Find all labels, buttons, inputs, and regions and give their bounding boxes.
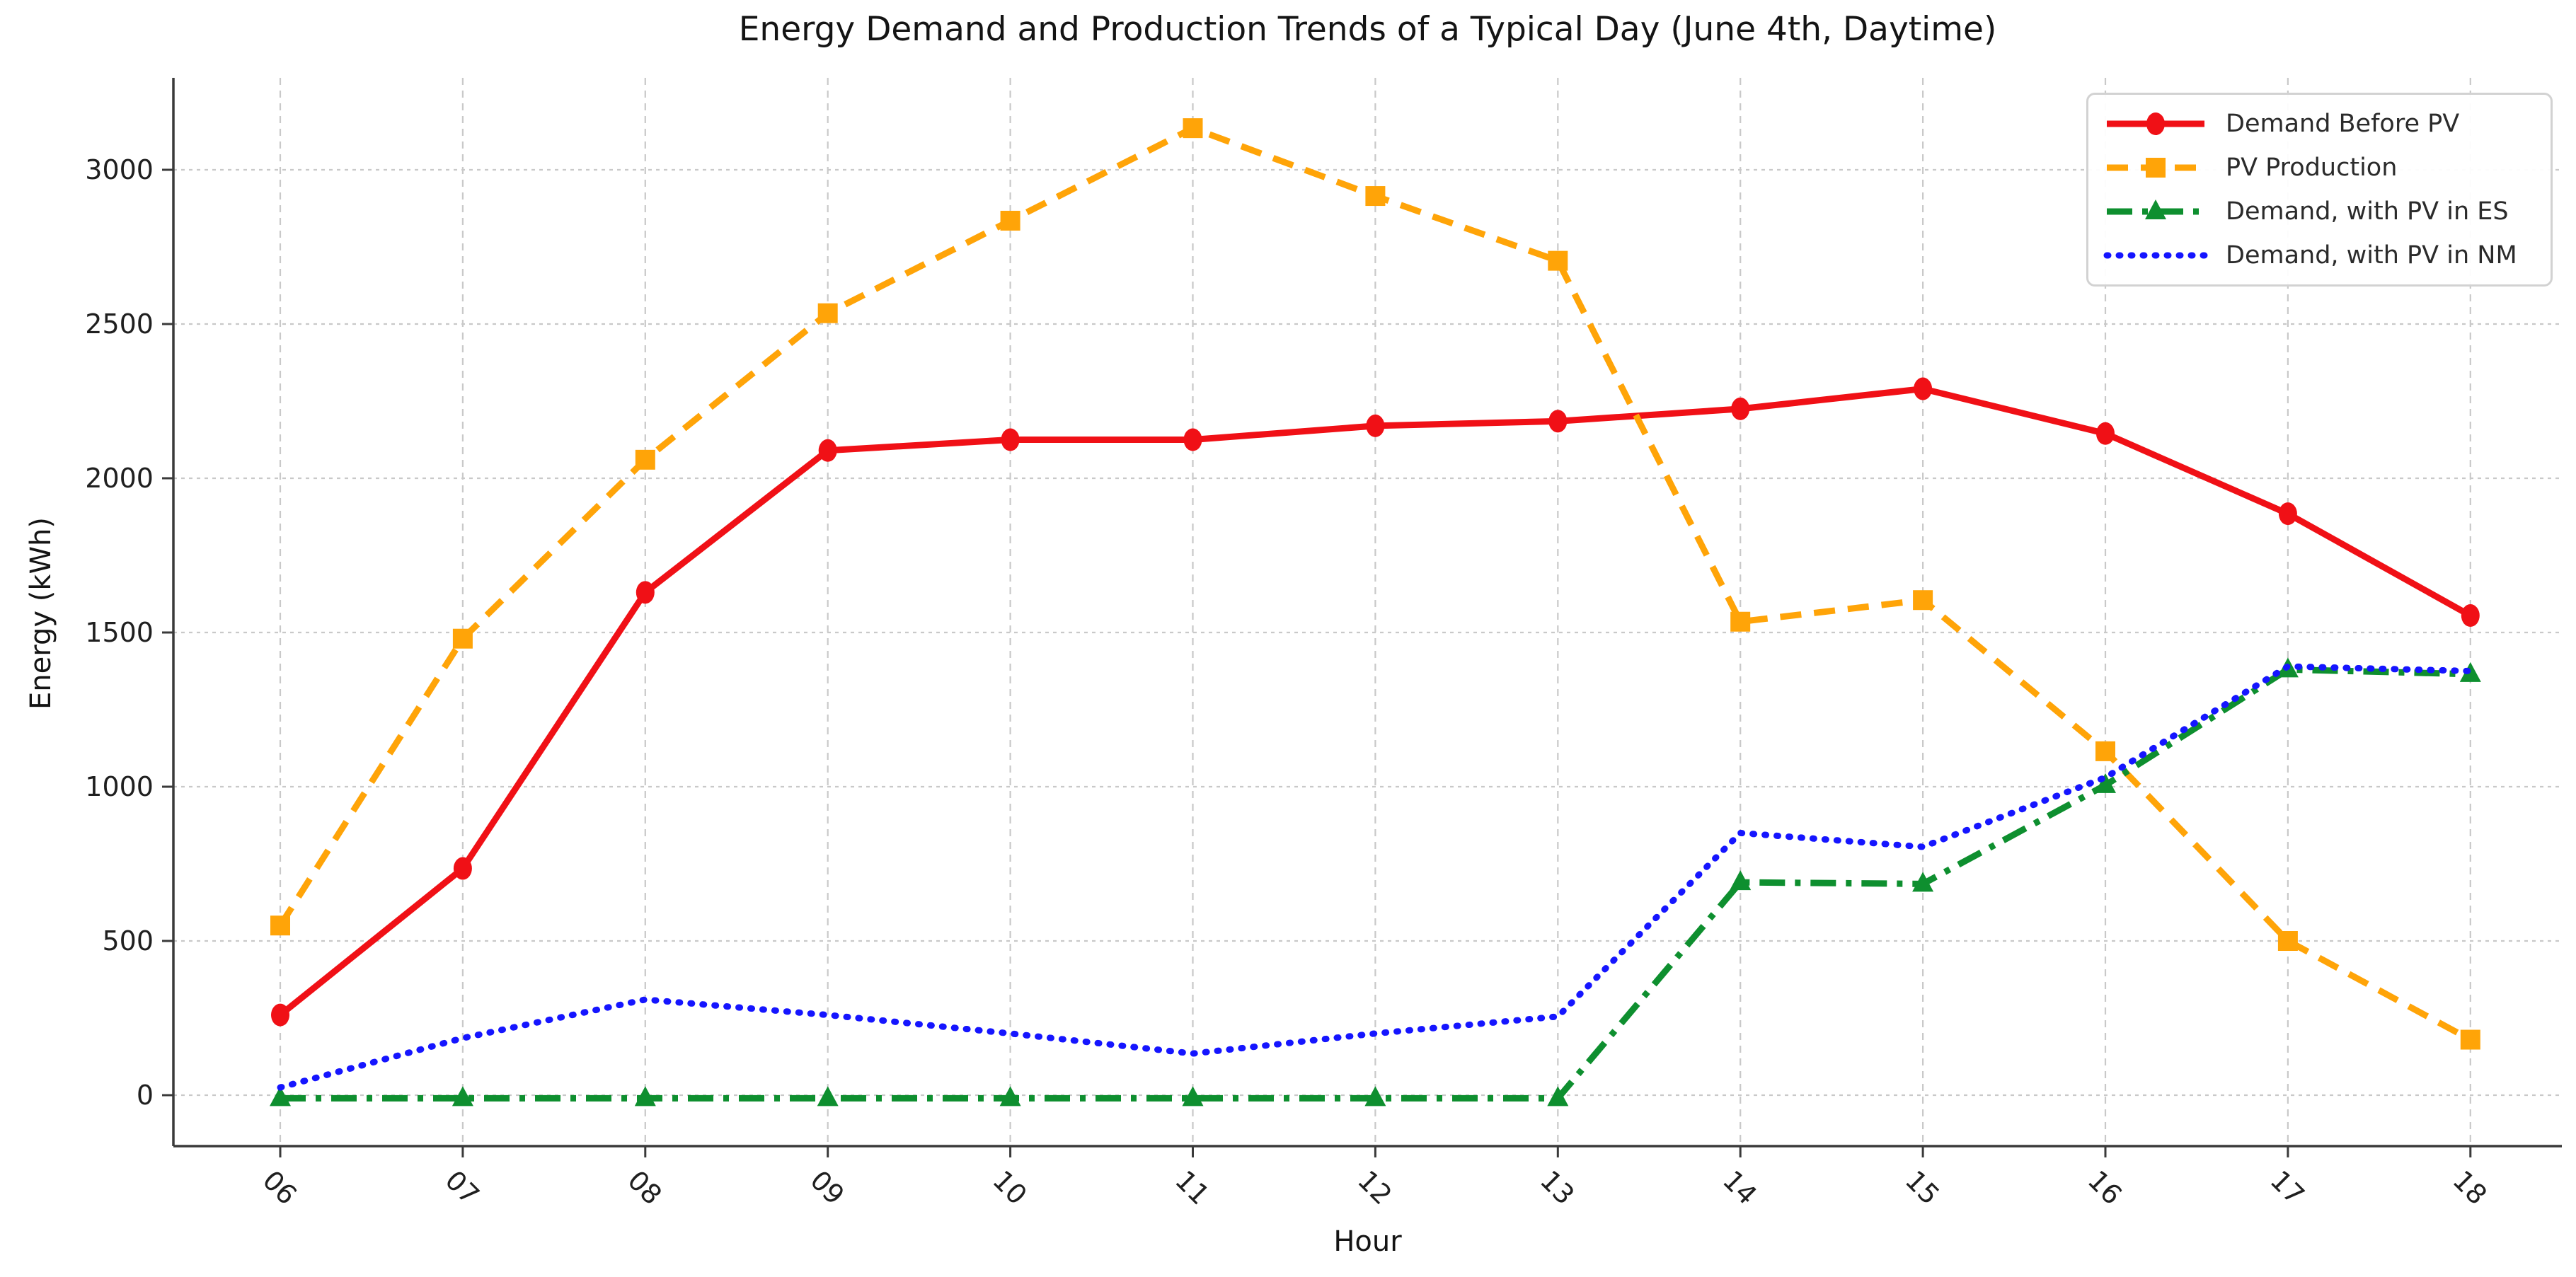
x-axis-label: Hour: [1333, 1225, 1402, 1258]
series-pv-production: [270, 118, 2480, 1050]
data-point-marker: [2460, 1029, 2480, 1050]
data-point-marker: [1364, 1086, 1386, 1106]
data-point-marker: [2278, 502, 2297, 526]
x-tick-label: 11: [1169, 1165, 1215, 1210]
data-point-marker: [1548, 250, 1568, 271]
x-tick-label: 17: [2265, 1165, 2311, 1210]
legend-label: PV Production: [2226, 154, 2398, 182]
legend-item-demand-with-pv-in-es: Demand, with PV in ES: [2103, 192, 2536, 231]
legend-marker-circle: [2146, 112, 2165, 135]
legend-item-demand-before-pv: Demand Before PV: [2103, 104, 2536, 144]
data-point-marker: [2096, 422, 2115, 445]
legend: Demand Before PV PV Production Demand, wit…: [2086, 93, 2553, 287]
data-point-marker: [452, 628, 473, 649]
y-tick-label: 500: [102, 925, 154, 957]
y-tick-label: 0: [137, 1080, 154, 1111]
data-point-marker: [452, 1086, 473, 1106]
y-tick-label: 1500: [85, 617, 154, 648]
x-tick-label: 14: [1717, 1165, 1763, 1210]
x-tick-label: 15: [1899, 1165, 1945, 1210]
data-point-marker: [635, 449, 655, 470]
data-point-marker: [2277, 931, 2298, 951]
x-tick-label: 16: [2082, 1165, 2128, 1210]
y-tick-label: 3000: [85, 154, 154, 185]
data-point-marker: [1183, 428, 1202, 451]
data-point-marker: [271, 1003, 289, 1027]
data-point-marker: [1365, 186, 1386, 207]
x-tick-label: 09: [804, 1165, 850, 1210]
legend-line-sample-demand-before-pv: [2107, 112, 2204, 135]
legend-item-demand-with-pv-in-nm: Demand, with PV in NM: [2103, 236, 2536, 275]
data-point-marker: [1000, 210, 1020, 231]
data-point-marker: [2461, 604, 2480, 628]
data-point-marker: [1731, 397, 1750, 420]
y-tick-label: 2500: [85, 308, 154, 340]
data-point-marker: [817, 1086, 839, 1106]
y-tick-label: 2000: [85, 463, 154, 494]
data-point-marker: [453, 857, 472, 880]
data-point-marker: [1730, 611, 1751, 632]
data-point-marker: [634, 1086, 656, 1106]
legend-item-pv-production: PV Production: [2103, 148, 2536, 187]
chart-title: Energy Demand and Production Trends of a…: [738, 10, 1997, 49]
series-demand-with-pv-in-nm: [277, 663, 2474, 1091]
data-point-marker: [817, 303, 838, 323]
data-point-marker: [2095, 741, 2115, 761]
data-point-marker: [636, 581, 655, 604]
legend-label: Demand, with PV in ES: [2226, 197, 2509, 226]
data-point-marker: [1001, 428, 1020, 451]
data-point-marker: [270, 1086, 291, 1106]
data-point-marker: [818, 439, 837, 462]
legend-label: Demand Before PV: [2226, 110, 2460, 138]
legend-line-sample-demand-with-pv-in-es: [2107, 200, 2204, 219]
data-point-marker: [1547, 1086, 1569, 1106]
series-line-demand-with-pv-in-nm: [277, 663, 2474, 1091]
data-point-marker: [1182, 1086, 1204, 1106]
y-axis-label: Energy (kWh): [25, 516, 57, 710]
data-point-marker: [270, 915, 290, 936]
gridlines: [173, 78, 2562, 1146]
x-tick-label: 13: [1534, 1165, 1580, 1210]
x-tick-label: 06: [257, 1165, 303, 1210]
legend-marker-triangle: [2145, 200, 2166, 219]
x-tick-label: 12: [1352, 1165, 1398, 1210]
x-tick-label: 18: [2446, 1165, 2492, 1210]
legend-line-sample-pv-production: [2107, 158, 2204, 178]
data-point-marker: [1912, 872, 1934, 892]
data-point-marker: [1183, 118, 1203, 139]
legend-label: Demand, with PV in NM: [2226, 241, 2517, 270]
data-point-marker: [2095, 773, 2116, 793]
x-tick-label: 10: [987, 1165, 1033, 1210]
data-point-marker: [999, 1086, 1021, 1106]
y-tick-label: 1000: [85, 771, 154, 802]
x-tick-label: 07: [439, 1165, 485, 1210]
legend-marker-square: [2146, 158, 2166, 178]
data-point-marker: [1366, 414, 1385, 437]
data-point-marker: [1914, 377, 1933, 400]
data-point-marker: [1913, 590, 1933, 611]
legend-line-sample-demand-with-pv-in-nm: [2103, 252, 2208, 259]
data-point-marker: [1548, 410, 1568, 433]
data-point-marker: [1730, 870, 1752, 891]
x-tick-label: 08: [621, 1165, 667, 1210]
series-demand-before-pv: [271, 377, 2480, 1027]
